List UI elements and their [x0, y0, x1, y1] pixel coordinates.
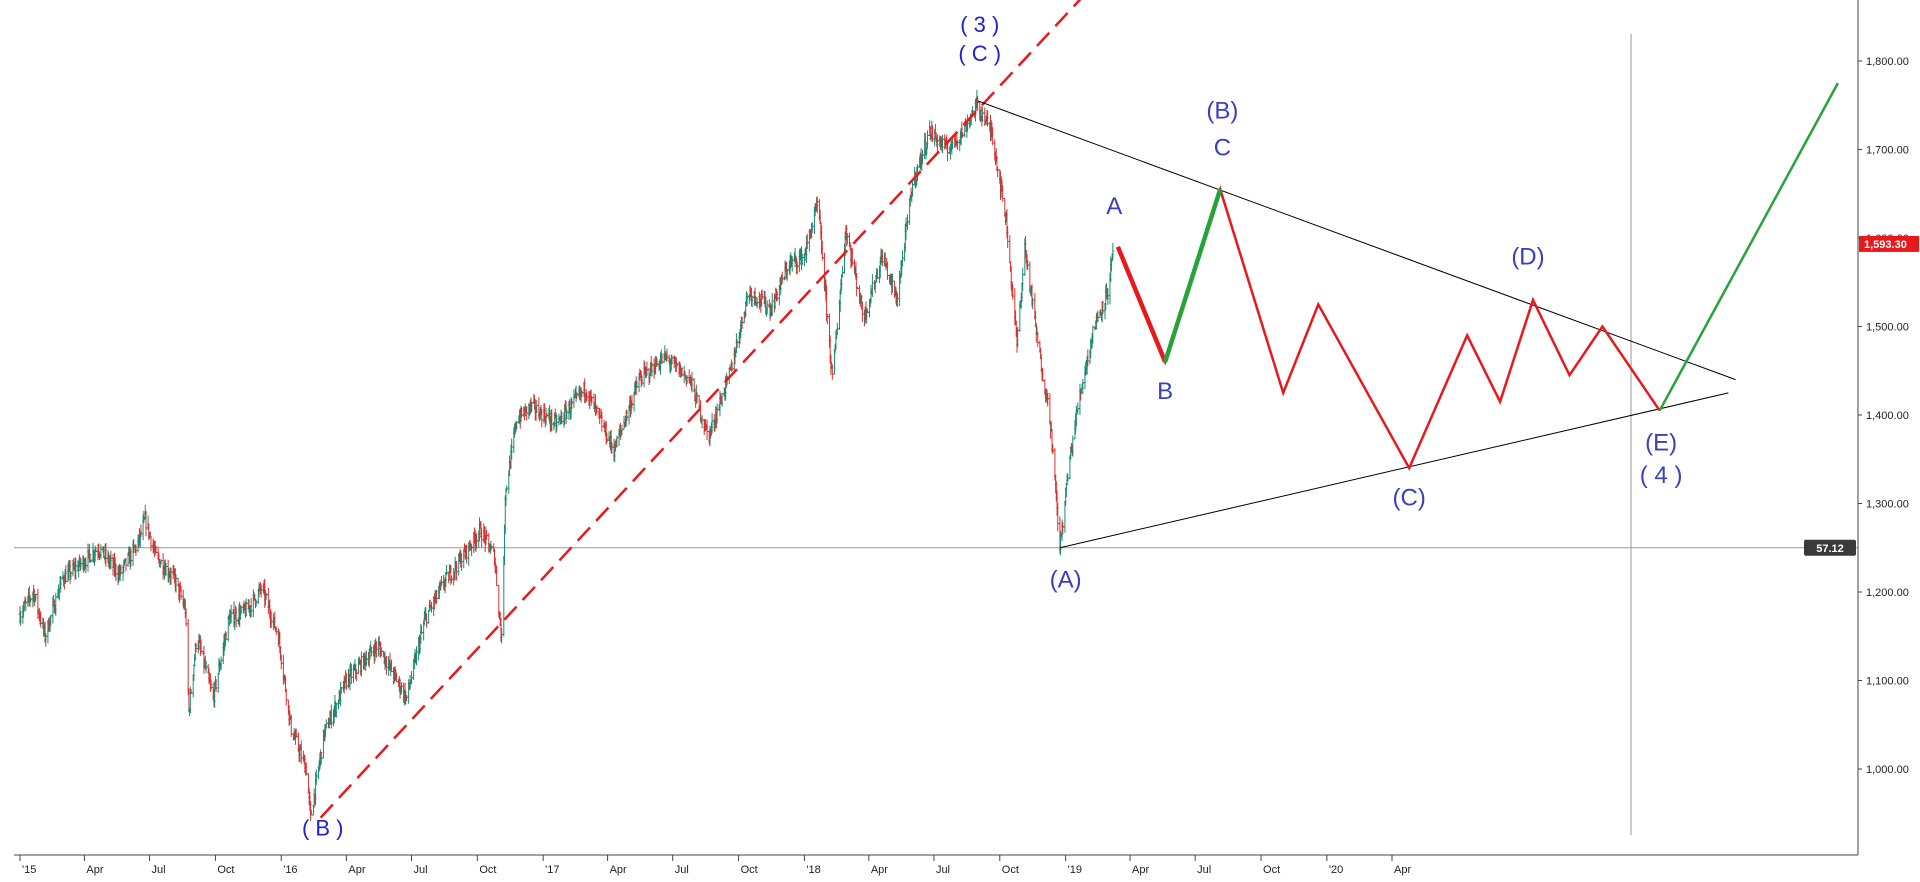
y-tick-label: 1,200.00 [1866, 587, 1909, 599]
price-bars [18, 90, 1115, 821]
x-tick-label: '17 [545, 864, 559, 876]
triangle-upper-line [977, 100, 1736, 381]
forecast-up-leg [1658, 82, 1839, 412]
x-tick-label: Jul [936, 864, 950, 876]
x-tick-label: '18 [806, 864, 820, 876]
wave-label: ( 4 ) [1640, 462, 1683, 489]
x-tick-label: Jul [1197, 864, 1211, 876]
y-tick-label: 1,000.00 [1866, 764, 1909, 776]
support-trendline [319, 0, 1082, 819]
x-tick-label: Oct [741, 864, 758, 876]
x-tick-label: Apr [610, 864, 627, 876]
guide-lines [14, 34, 1858, 835]
wave-label: (B) [1206, 98, 1238, 125]
x-tick-label: Oct [1263, 864, 1280, 876]
y-tick-label: 1,700.00 [1866, 145, 1909, 157]
axes: 1,000.00 1,100.00 1,200.00 1,300.00 1,400.00… [14, 0, 1909, 876]
x-tick-label: '15 [22, 864, 36, 876]
wave-label: (D) [1511, 244, 1544, 271]
x-tick-label: Apr [1132, 864, 1149, 876]
wave-forecast [1115, 82, 1839, 471]
x-tick-label: Jul [152, 864, 166, 876]
level-badge [1804, 539, 1856, 556]
y-tick-label: 1,500.00 [1866, 322, 1909, 334]
wave-label: (E) [1645, 429, 1677, 456]
wave-label: (A) [1050, 567, 1082, 594]
wave-label: ( B ) [302, 815, 344, 840]
wave-label: C [1214, 135, 1231, 162]
x-tick-label: Jul [675, 864, 689, 876]
price-badges: 1,593.30 57.12 [1804, 235, 1919, 556]
x-tick-label: Oct [1002, 864, 1019, 876]
x-tick-label: Apr [1394, 864, 1411, 876]
x-tick-label: Apr [871, 864, 888, 876]
x-tick-label: Jul [413, 864, 427, 876]
forecast-up-leg [1162, 188, 1223, 363]
last-price-badge [1859, 235, 1919, 252]
y-tick-label: 1,100.00 [1866, 676, 1909, 688]
x-tick-label: '16 [283, 864, 297, 876]
x-tick-label: '20 [1329, 864, 1343, 876]
y-tick-label: 1,400.00 [1866, 410, 1909, 422]
level-badge-label: 57.12 [1816, 543, 1844, 555]
trend-lines [319, 0, 1736, 819]
wave-label: A [1106, 193, 1122, 220]
x-tick-label: Apr [348, 864, 365, 876]
wave-labels: ( 3 ) ( C ) ( B ) (A) A B C (B) (C) (D) (E) ( 4 ) [302, 12, 1682, 841]
wave-label: ( C ) [958, 41, 1001, 66]
y-tick-label: 1,800.00 [1866, 56, 1909, 68]
wave-label: B [1157, 378, 1173, 405]
last-price-label: 1,593.30 [1864, 239, 1907, 251]
wave-label: ( 3 ) [960, 12, 999, 37]
x-tick-label: '19 [1068, 864, 1082, 876]
price-bar [1111, 242, 1115, 260]
x-tick-label: Oct [479, 864, 496, 876]
x-tick-label: Oct [217, 864, 234, 876]
y-tick-label: 1,300.00 [1866, 499, 1909, 511]
x-tick-label: Apr [86, 864, 103, 876]
triangle-lower-line [1059, 392, 1729, 549]
forecast-leg-a-b [1115, 245, 1168, 363]
wave-label: (C) [1393, 484, 1426, 511]
